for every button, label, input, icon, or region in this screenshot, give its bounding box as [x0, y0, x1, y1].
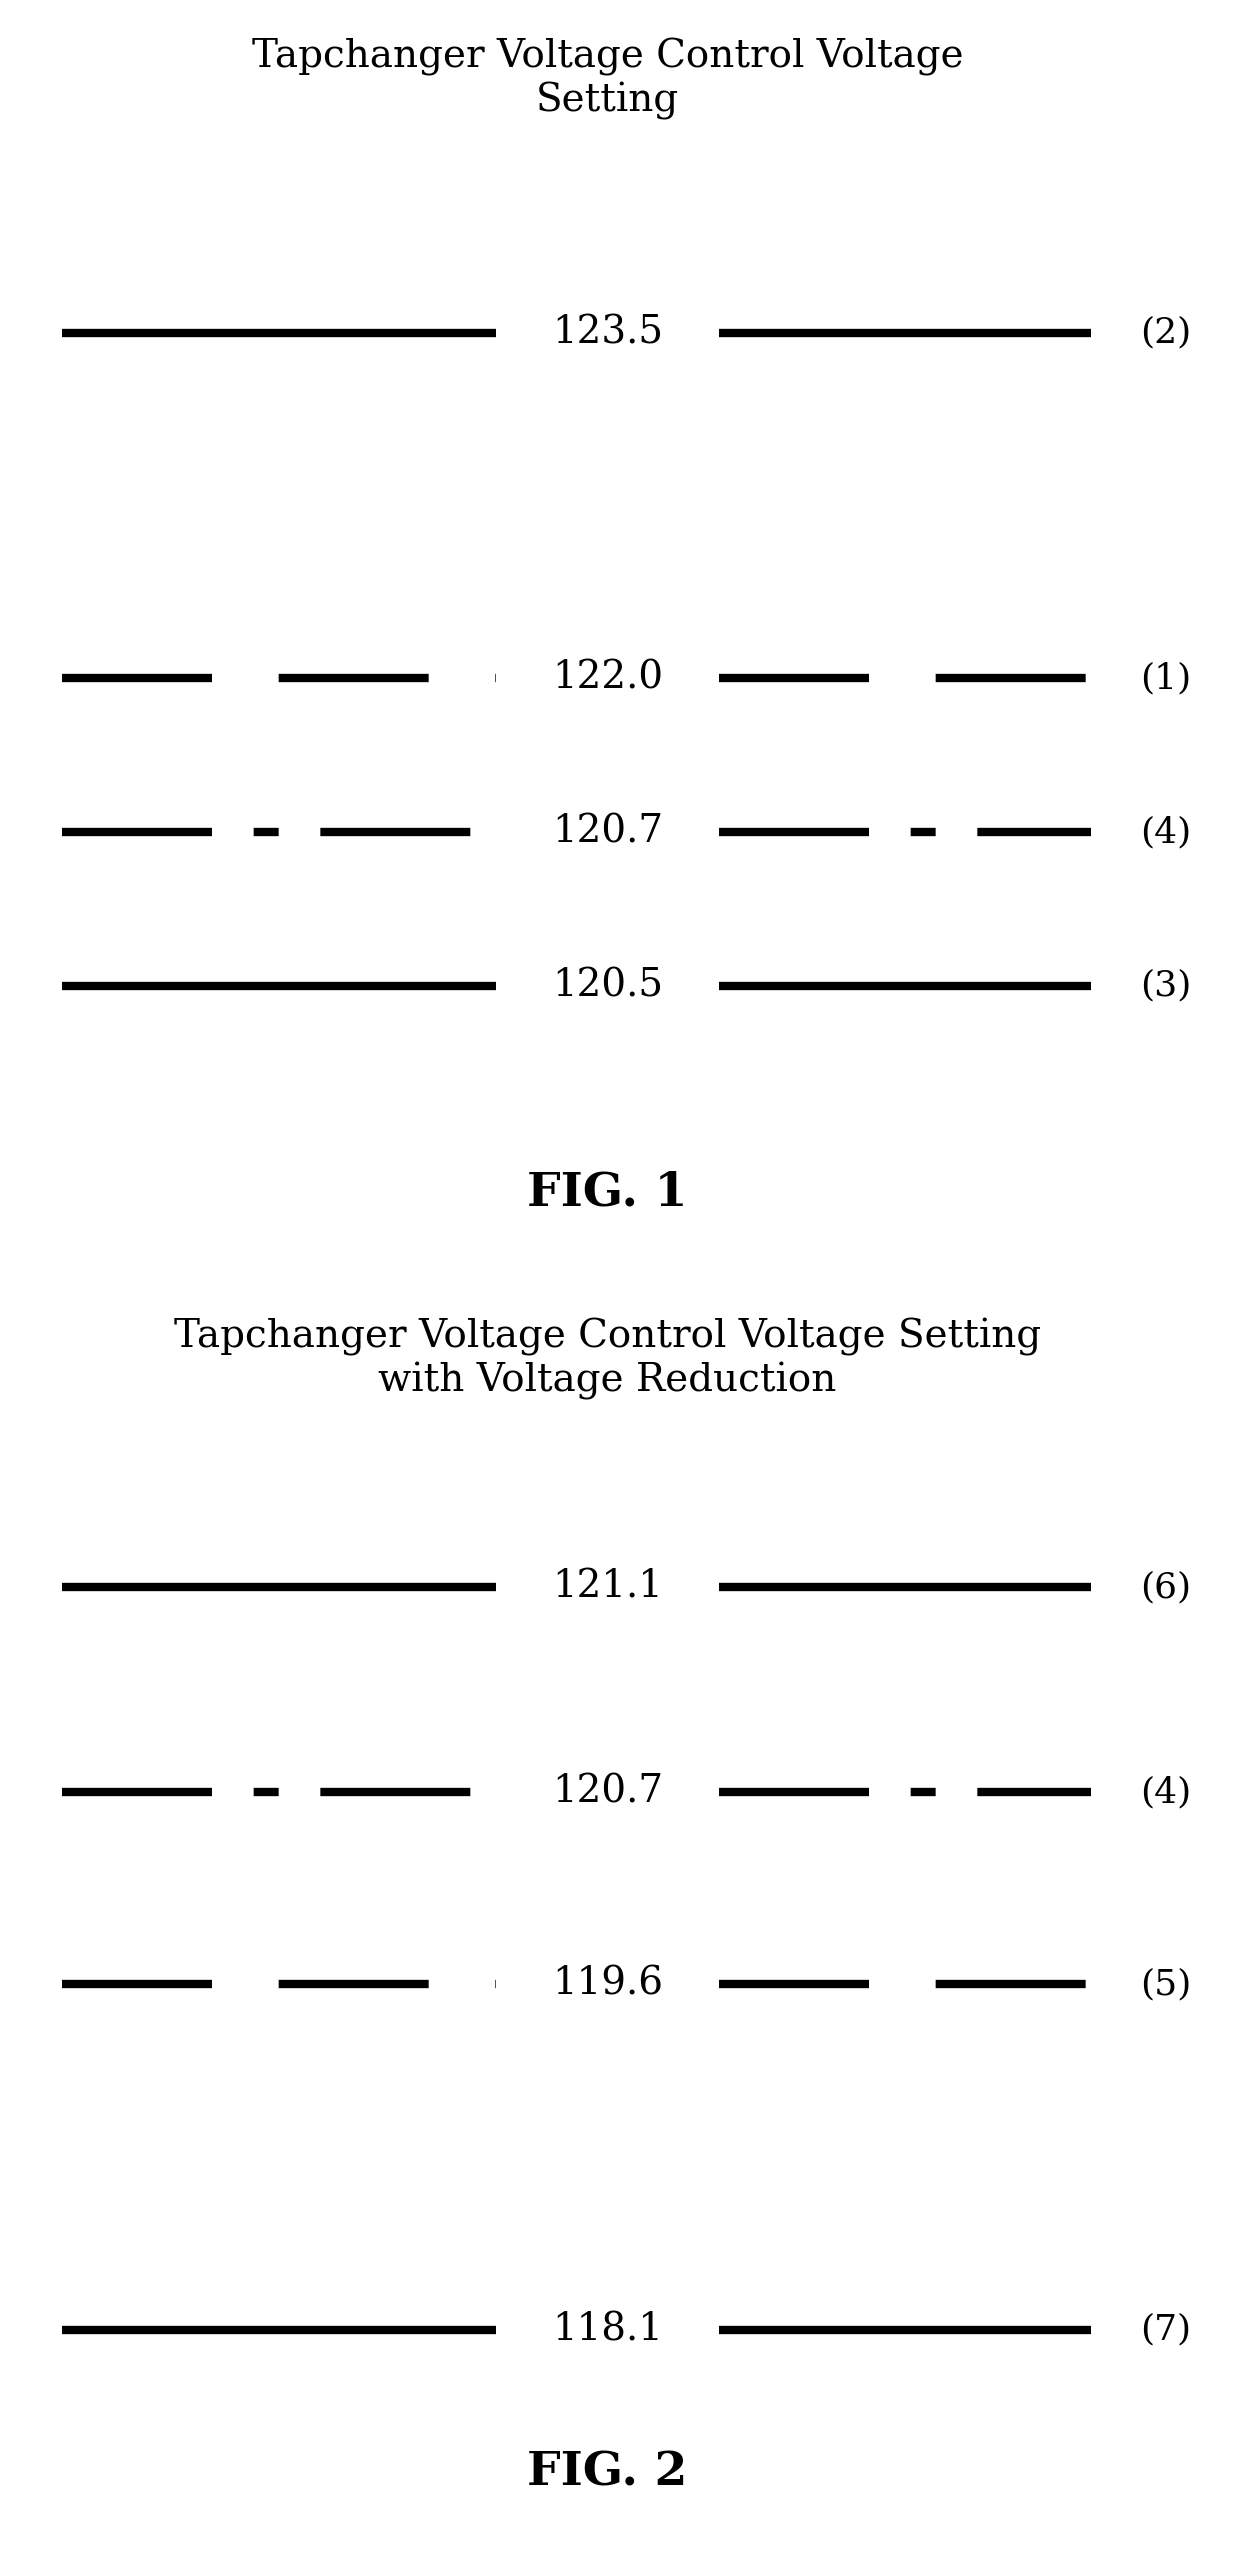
Text: (5): (5) — [1140, 1966, 1192, 2002]
Text: 123.5: 123.5 — [552, 315, 663, 351]
Text: 122.0: 122.0 — [552, 660, 663, 696]
Text: 119.6: 119.6 — [552, 1966, 663, 2002]
Text: FIG. 1: FIG. 1 — [527, 1170, 688, 1216]
Text: (7): (7) — [1140, 2312, 1192, 2348]
Text: FIG. 2: FIG. 2 — [527, 2450, 688, 2496]
Text: 120.7: 120.7 — [552, 1774, 663, 1810]
Text: 120.5: 120.5 — [552, 968, 663, 1004]
Text: (1): (1) — [1140, 660, 1192, 696]
Text: 121.1: 121.1 — [552, 1569, 663, 1605]
Text: (2): (2) — [1140, 315, 1192, 351]
Text: (6): (6) — [1140, 1569, 1192, 1605]
Text: (4): (4) — [1140, 1774, 1192, 1810]
Text: (3): (3) — [1140, 968, 1192, 1004]
Text: Tapchanger Voltage Control Voltage
Setting: Tapchanger Voltage Control Voltage Setti… — [252, 38, 963, 120]
Text: Tapchanger Voltage Control Voltage Setting
with Voltage Reduction: Tapchanger Voltage Control Voltage Setti… — [174, 1318, 1042, 1400]
Text: 118.1: 118.1 — [552, 2312, 663, 2348]
Text: (4): (4) — [1140, 814, 1192, 850]
Text: 120.7: 120.7 — [552, 814, 663, 850]
